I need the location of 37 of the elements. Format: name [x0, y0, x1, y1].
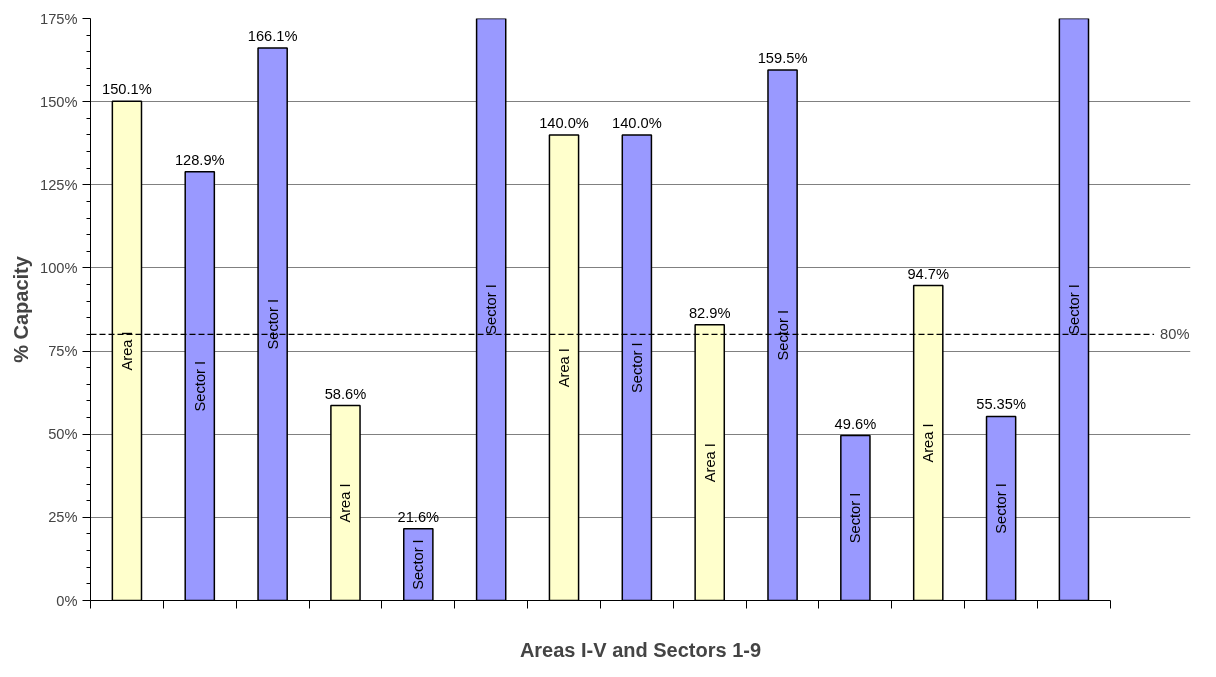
ref-line-label: 80% [1160, 326, 1190, 343]
annotation: Area I [556, 348, 573, 388]
annotation: Sector I [191, 360, 208, 412]
y-tick-label: 175% [40, 10, 78, 27]
y-tick-label: 100% [40, 259, 78, 276]
x-axis-title: Areas I-V and Sectors 1-9 [519, 638, 762, 661]
data-label: 94.7% [907, 265, 950, 282]
annotation: Sector I [628, 342, 645, 393]
y-tick-label: 125% [40, 176, 78, 193]
data-label: 21.6% [397, 508, 440, 525]
annotation: Sector I [410, 539, 427, 590]
data-label: 166.1% [247, 28, 298, 45]
annotation: Area I [920, 423, 937, 463]
annotation: Sector I [774, 310, 791, 361]
data-label: 49.6% [834, 415, 877, 432]
annotation: Sector I [847, 492, 864, 544]
y-tick-label: 25% [48, 509, 78, 526]
y-tick-label: 50% [48, 426, 78, 443]
annotation: Area I [118, 331, 135, 371]
data-label: 128.9% [174, 151, 225, 168]
data-label: 82.9% [688, 304, 731, 321]
annotation: Sector I [1065, 284, 1082, 335]
data-label: 159.5% [757, 50, 808, 67]
annotation: Sector I [483, 284, 500, 335]
data-label: 140.0% [539, 114, 589, 131]
annotation: Sector I [993, 483, 1010, 534]
y-tick-label: 75% [48, 343, 78, 360]
y-tick-label: 150% [40, 93, 78, 110]
annotation: Sector I [264, 299, 281, 350]
data-label: 58.6% [324, 385, 367, 402]
y-axis-title: % Capacity [10, 255, 33, 363]
annotation: Area I [701, 443, 718, 483]
data-label: 150.1% [102, 81, 152, 98]
data-label: 55.35% [976, 396, 1026, 413]
y-tick-label: 0% [56, 592, 78, 609]
annotation: Area I [337, 483, 354, 523]
data-label: 140.0% [612, 114, 662, 131]
